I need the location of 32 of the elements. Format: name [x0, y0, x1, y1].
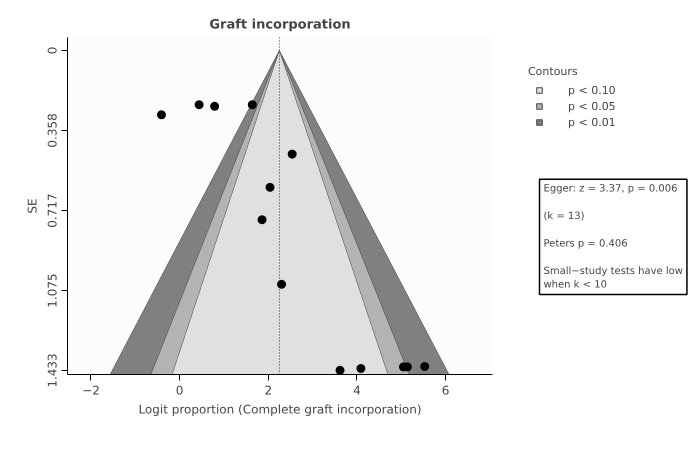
point — [194, 100, 204, 110]
y-tick-label: 1.433 — [46, 353, 60, 388]
legend-label: p < 0.05 — [568, 100, 616, 112]
y-tick-label: 0.358 — [46, 113, 60, 148]
y-tick-label: 0.717 — [46, 193, 60, 228]
point — [258, 215, 267, 224]
chart-title: Graft incorporation — [209, 18, 351, 32]
point — [277, 280, 286, 289]
point — [156, 110, 166, 120]
y-tick-label: 1.075 — [46, 273, 60, 308]
text: Egger: z = 3.37, p = 0.006 — [544, 183, 678, 194]
legend-label: p < 0.01 — [568, 116, 616, 128]
point — [356, 364, 366, 373]
text: (k = 13) — [544, 210, 585, 222]
x-tick-label: −2 — [82, 384, 100, 398]
x-tick-label: 4 — [353, 384, 361, 398]
text: Peters p = 0.406 — [544, 238, 628, 250]
x-tick-label: 2 — [264, 384, 272, 398]
point — [210, 102, 220, 111]
x-tick-label: 6 — [442, 384, 450, 398]
point — [288, 150, 297, 159]
text: Small−study tests have low when k < 10 — [544, 266, 683, 290]
point — [266, 182, 275, 192]
legend-label: p < 0.10 — [568, 84, 616, 96]
y-axis-title: SE — [26, 198, 40, 214]
x-axis-title: Logit proportion (Complete graft incorporation) — [138, 402, 422, 416]
legend-title: Contours — [528, 65, 579, 78]
point — [420, 362, 430, 371]
point — [248, 100, 257, 110]
x-tick-label: 0 — [176, 384, 184, 398]
point — [336, 366, 345, 374]
y-tick-label: 0 — [46, 46, 60, 54]
